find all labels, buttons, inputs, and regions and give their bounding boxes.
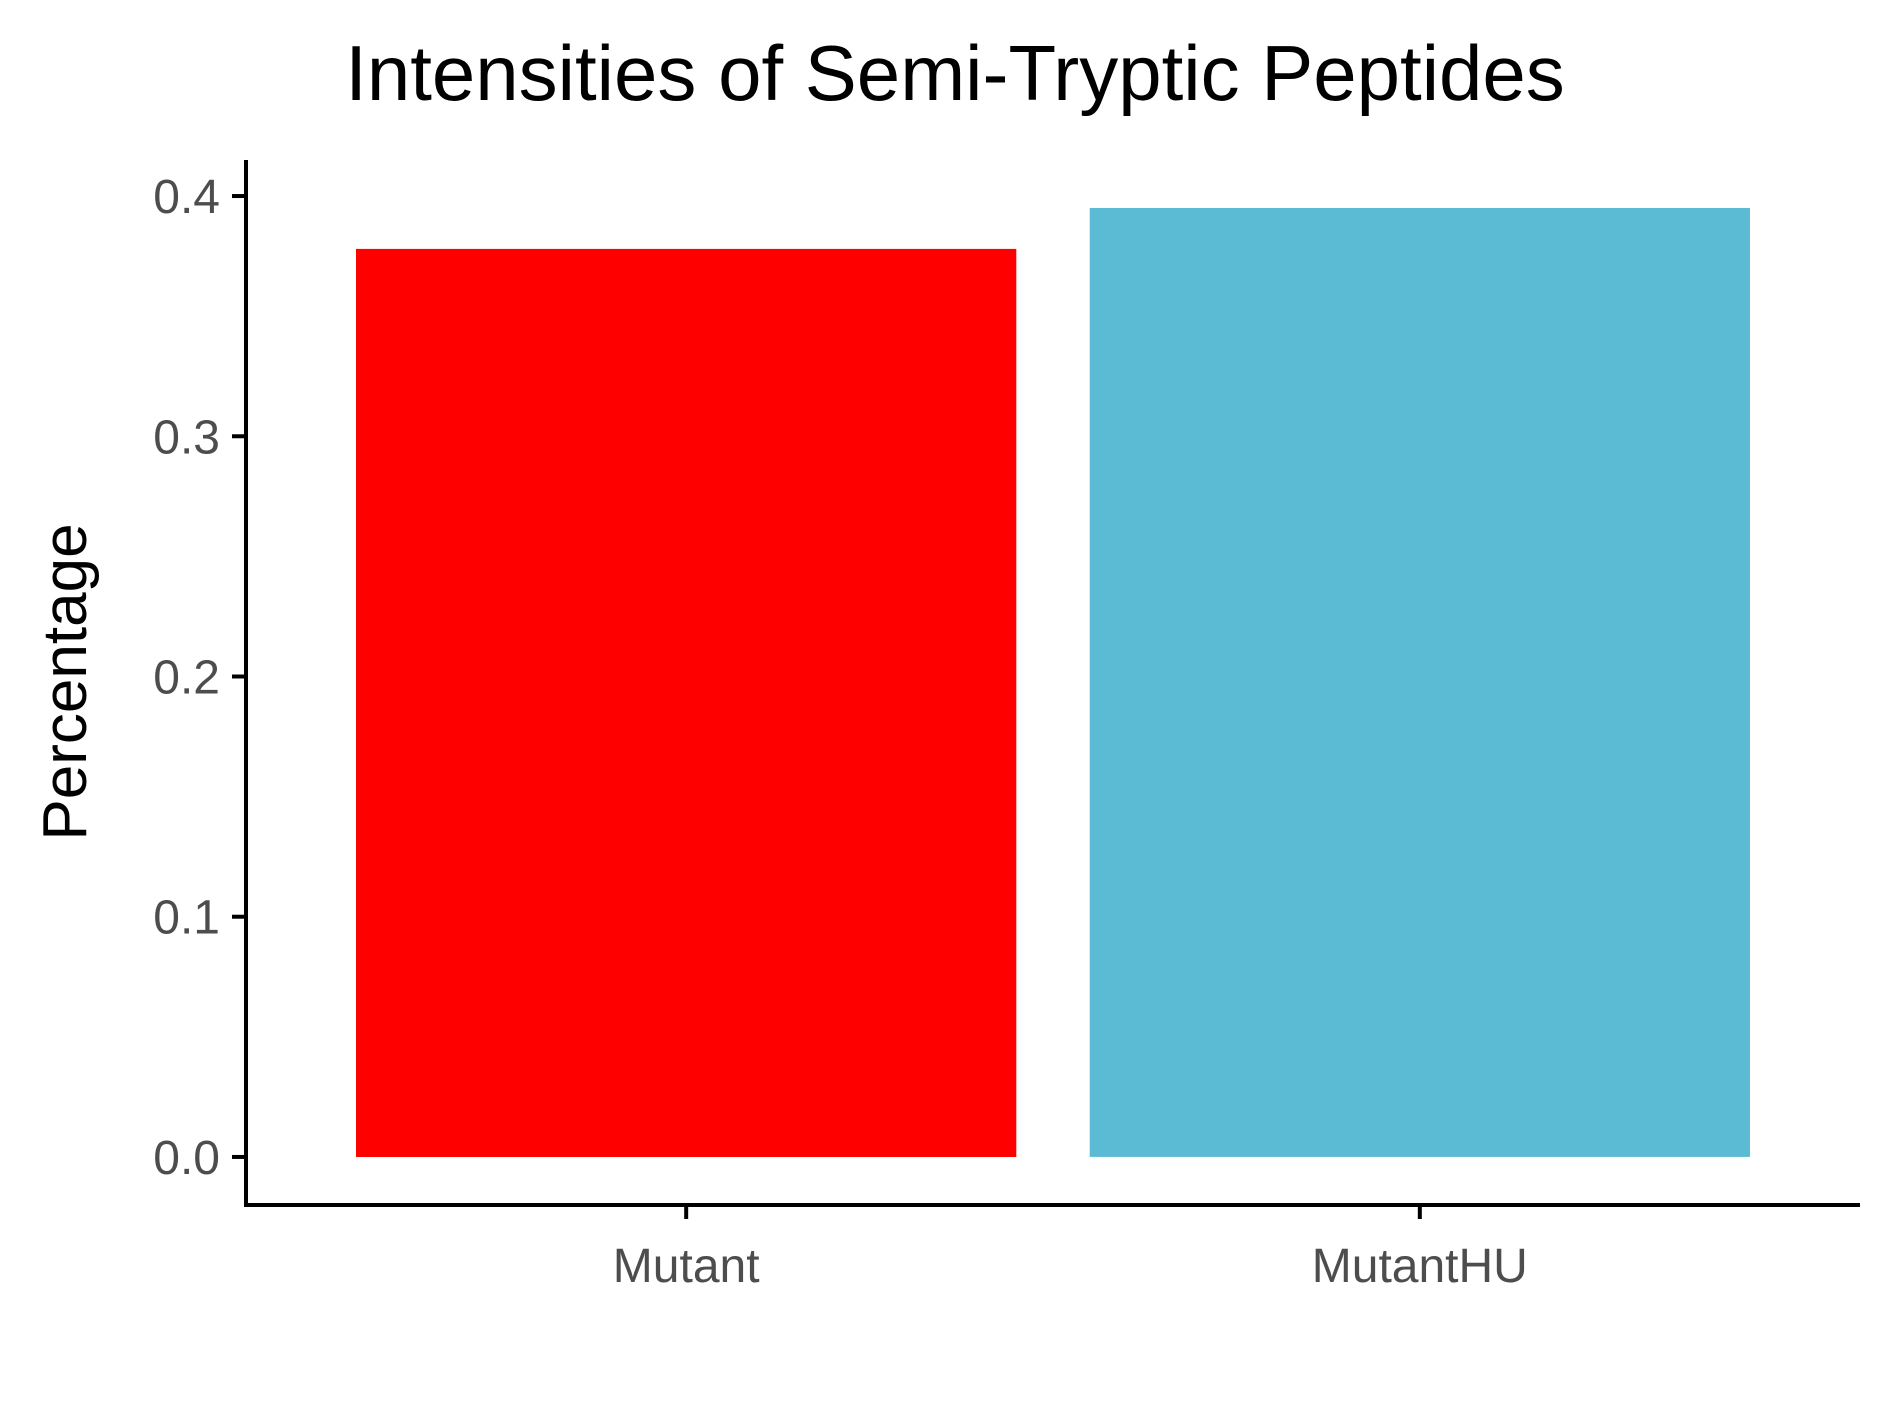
- x-tick-label-mutant: Mutant: [613, 1240, 760, 1293]
- chart-title: Intensities of Semi-Tryptic Peptides: [345, 29, 1565, 117]
- x-tick-label-mutanthu: MutantHU: [1312, 1240, 1528, 1293]
- x-axis-ticks: Mutant MutantHU: [613, 1205, 1528, 1293]
- y-axis-label: Percentage: [31, 523, 100, 840]
- y-axis-ticks: 0.0 0.1 0.2 0.3 0.4: [153, 171, 246, 1185]
- bars-group: [356, 208, 1750, 1157]
- y-tick-label: 0.4: [153, 171, 220, 224]
- y-tick-label: 0.3: [153, 411, 220, 464]
- y-tick-label: 0.1: [153, 892, 220, 945]
- y-tick-label: 0.2: [153, 651, 220, 704]
- bar-mutant: [356, 248, 1017, 1157]
- y-tick-label: 0.0: [153, 1132, 220, 1185]
- bar-mutanthu: [1089, 208, 1750, 1157]
